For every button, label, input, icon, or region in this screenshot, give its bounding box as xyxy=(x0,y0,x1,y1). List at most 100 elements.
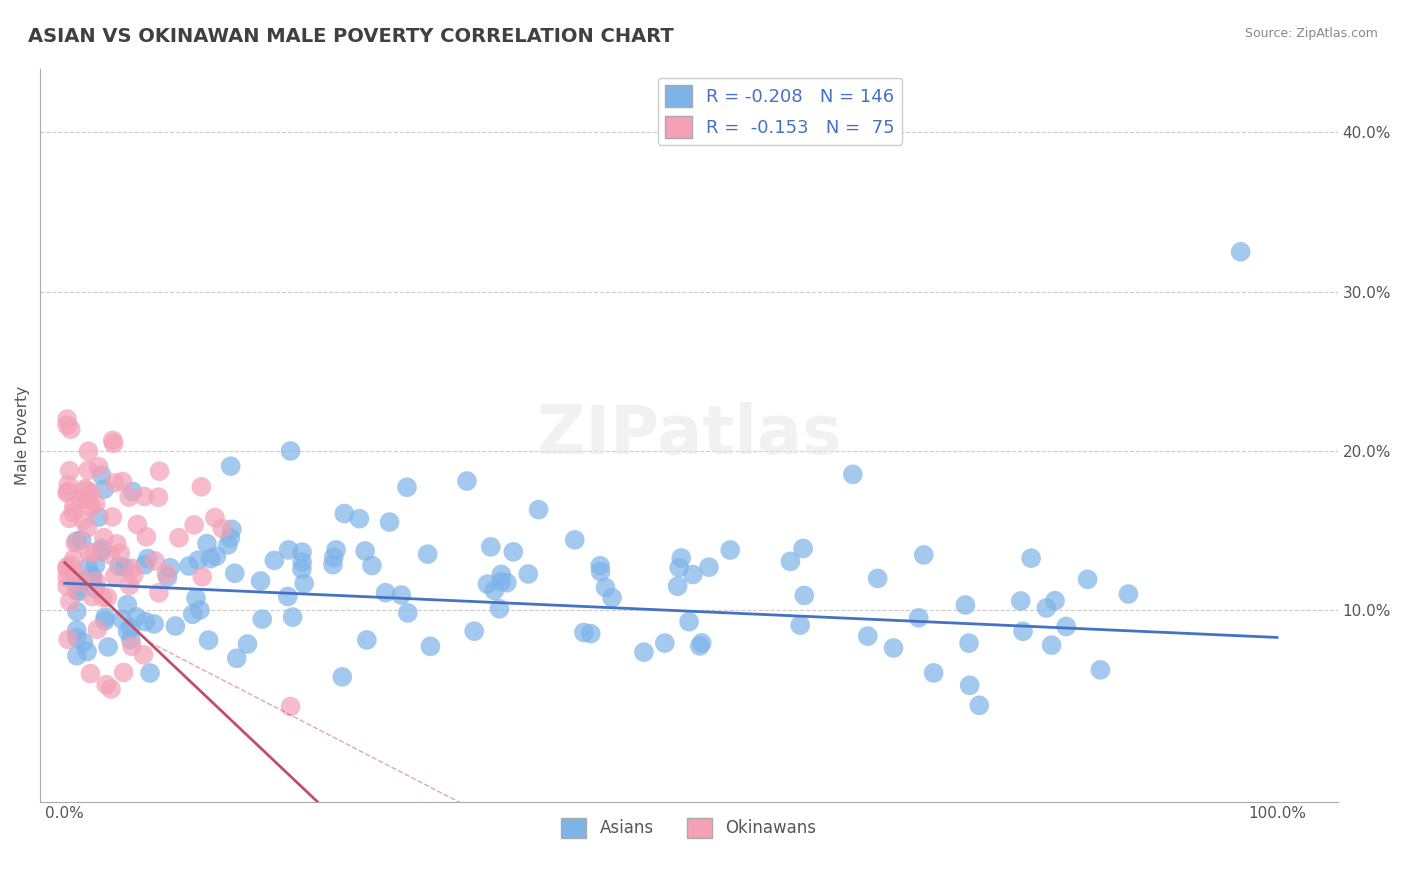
Okinawans xyxy=(111,475,134,489)
Asians xyxy=(90,541,112,556)
Asians xyxy=(666,579,689,593)
Okinawans xyxy=(56,632,79,647)
Asians xyxy=(689,639,711,653)
Asians xyxy=(97,640,120,654)
Asians xyxy=(219,531,242,545)
Okinawans xyxy=(91,591,114,605)
Asians xyxy=(114,560,136,574)
Okinawans xyxy=(84,497,107,511)
Asians xyxy=(779,554,801,568)
Asians xyxy=(374,585,396,599)
Asians xyxy=(517,566,540,581)
Okinawans xyxy=(72,513,94,527)
Asians xyxy=(322,558,344,572)
Legend: Asians, Okinawans: Asians, Okinawans xyxy=(555,811,824,845)
Asians xyxy=(219,459,242,474)
Okinawans xyxy=(183,517,205,532)
Asians xyxy=(117,598,139,612)
Asians xyxy=(668,560,690,574)
Okinawans xyxy=(190,480,212,494)
Asians xyxy=(76,645,98,659)
Asians xyxy=(416,547,439,561)
Asians xyxy=(1090,663,1112,677)
Okinawans xyxy=(58,477,80,491)
Okinawans xyxy=(84,574,107,589)
Asians xyxy=(419,640,441,654)
Okinawans xyxy=(211,522,233,536)
Asians xyxy=(197,633,219,648)
Asians xyxy=(291,562,314,576)
Asians xyxy=(589,565,612,579)
Asians xyxy=(866,571,889,585)
Asians xyxy=(108,559,131,574)
Asians xyxy=(579,626,602,640)
Okinawans xyxy=(56,485,79,500)
Asians xyxy=(217,538,239,552)
Asians xyxy=(395,480,418,494)
Asians xyxy=(322,550,344,565)
Asians xyxy=(280,444,302,458)
Asians xyxy=(281,610,304,624)
Asians xyxy=(225,651,247,665)
Okinawans xyxy=(59,422,82,436)
Okinawans xyxy=(63,499,86,513)
Asians xyxy=(922,665,945,680)
Okinawans xyxy=(101,509,124,524)
Asians xyxy=(595,581,617,595)
Okinawans xyxy=(204,510,226,524)
Okinawans xyxy=(83,546,105,560)
Asians xyxy=(277,542,299,557)
Asians xyxy=(70,533,93,547)
Asians xyxy=(912,548,935,562)
Okinawans xyxy=(134,490,156,504)
Text: ASIAN VS OKINAWAN MALE POVERTY CORRELATION CHART: ASIAN VS OKINAWAN MALE POVERTY CORRELATI… xyxy=(28,27,673,45)
Asians xyxy=(396,606,419,620)
Asians xyxy=(697,560,720,574)
Asians xyxy=(330,670,353,684)
Asians xyxy=(156,570,179,584)
Asians xyxy=(195,536,218,550)
Asians xyxy=(589,558,612,573)
Okinawans xyxy=(143,554,166,568)
Okinawans xyxy=(96,678,118,692)
Asians xyxy=(361,558,384,573)
Asians xyxy=(94,610,117,624)
Asians xyxy=(1012,624,1035,639)
Okinawans xyxy=(65,536,87,550)
Asians xyxy=(479,540,502,554)
Asians xyxy=(66,648,89,663)
Asians xyxy=(678,615,700,629)
Okinawans xyxy=(280,699,302,714)
Asians xyxy=(90,544,112,558)
Asians xyxy=(77,560,100,574)
Okinawans xyxy=(79,545,101,559)
Okinawans xyxy=(112,665,135,680)
Okinawans xyxy=(73,482,96,496)
Okinawans xyxy=(80,485,103,500)
Asians xyxy=(495,575,517,590)
Asians xyxy=(111,612,134,626)
Asians xyxy=(200,551,222,566)
Asians xyxy=(66,574,89,588)
Okinawans xyxy=(118,578,141,592)
Asians xyxy=(1118,587,1140,601)
Asians xyxy=(72,635,94,649)
Okinawans xyxy=(132,648,155,662)
Asians xyxy=(181,607,204,622)
Asians xyxy=(484,583,506,598)
Asians xyxy=(955,598,977,612)
Asians xyxy=(959,678,981,692)
Asians xyxy=(250,612,273,626)
Asians xyxy=(249,574,271,588)
Asians xyxy=(1040,638,1063,652)
Asians xyxy=(120,632,142,647)
Okinawans xyxy=(56,418,79,433)
Asians xyxy=(136,551,159,566)
Asians xyxy=(969,698,991,713)
Asians xyxy=(291,555,314,569)
Asians xyxy=(463,624,485,639)
Okinawans xyxy=(59,558,82,572)
Okinawans xyxy=(101,434,124,448)
Asians xyxy=(177,559,200,574)
Okinawans xyxy=(58,484,80,499)
